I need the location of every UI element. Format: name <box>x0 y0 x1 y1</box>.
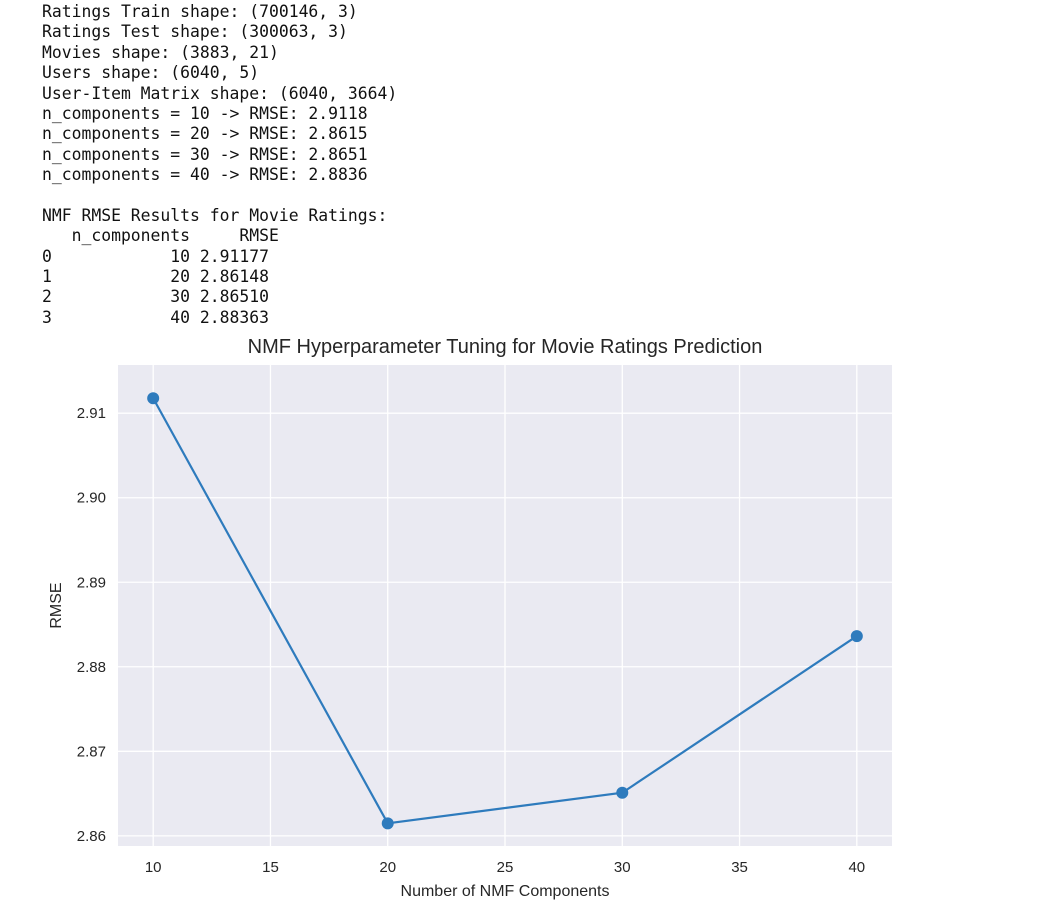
y-tick-label: 2.90 <box>77 490 106 507</box>
x-axis-label: Number of NMF Components <box>401 883 610 900</box>
console-line: 0 10 2.91177 <box>42 246 269 266</box>
y-axis-label: RMSE <box>48 582 65 628</box>
y-tick-label: 2.87 <box>77 743 106 760</box>
console-line: Movies shape: (3883, 21) <box>42 42 279 62</box>
x-tick-label: 35 <box>731 859 748 876</box>
console-output: Ratings Train shape: (700146, 3) Ratings … <box>42 2 397 328</box>
data-point <box>850 630 863 643</box>
x-tick-label: 30 <box>614 859 631 876</box>
console-line: n_components = 10 -> RMSE: 2.9118 <box>42 103 368 123</box>
console-line: Ratings Train shape: (700146, 3) <box>42 2 358 21</box>
console-line: 1 20 2.86148 <box>42 267 269 287</box>
data-point <box>147 392 160 405</box>
console-line: Users shape: (6040, 5) <box>42 63 260 83</box>
y-tick-label: 2.91 <box>77 405 106 422</box>
data-point <box>616 786 629 799</box>
console-line: n_components RMSE <box>42 226 279 246</box>
x-tick-label: 20 <box>379 859 396 876</box>
x-tick-label: 15 <box>262 859 279 876</box>
console-line: 3 40 2.88363 <box>42 307 269 327</box>
grid-lines <box>118 365 892 846</box>
y-tick-labels: 2.86 2.87 2.88 2.89 2.90 2.91 <box>77 405 106 845</box>
x-tick-label: 40 <box>848 859 865 876</box>
y-tick-label: 2.86 <box>77 828 106 845</box>
data-points <box>147 392 863 830</box>
y-tick-label: 2.88 <box>77 659 106 676</box>
x-tick-label: 25 <box>497 859 514 876</box>
console-line: n_components = 30 -> RMSE: 2.8651 <box>42 144 368 164</box>
console-line: n_components = 40 -> RMSE: 2.8836 <box>42 165 368 185</box>
chart-title: NMF Hyperparameter Tuning for Movie Rati… <box>248 336 763 358</box>
console-line: NMF RMSE Results for Movie Ratings: <box>42 205 388 225</box>
x-tick-label: 10 <box>145 859 162 876</box>
series-line <box>152 397 858 825</box>
console-line: Ratings Test shape: (300063, 3) <box>42 22 348 42</box>
console-line: User-Item Matrix shape: (6040, 3664) <box>42 83 398 103</box>
console-line: n_components = 20 -> RMSE: 2.8615 <box>42 124 368 144</box>
console-line: 2 30 2.86510 <box>42 287 269 307</box>
data-point <box>381 817 394 830</box>
x-tick-labels: 10 15 20 25 30 35 40 <box>145 859 865 876</box>
y-tick-label: 2.89 <box>77 574 106 591</box>
